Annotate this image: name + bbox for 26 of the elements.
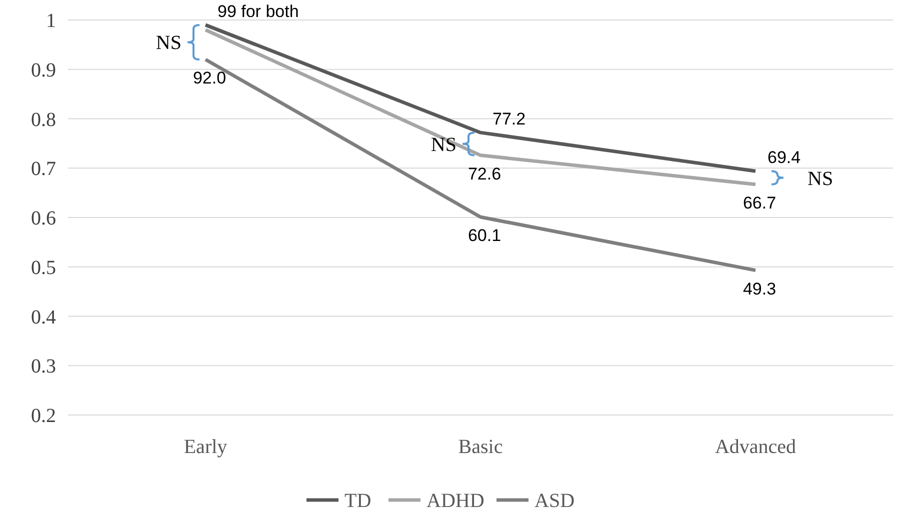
annotation: NS: [808, 168, 834, 190]
y-tick-label: 0.3: [31, 356, 56, 378]
y-tick-label: 1: [46, 10, 56, 32]
annotation: NS: [430, 134, 456, 156]
x-tick-label: Basic: [458, 436, 503, 458]
annotation: 92.0: [192, 68, 226, 88]
y-tick-label: 0.2: [31, 405, 56, 427]
annotation: 99 for both: [218, 2, 299, 21]
annotation: 77.2: [492, 110, 526, 129]
annotation: 60.1: [468, 226, 502, 246]
annotation: 49.3: [742, 279, 776, 298]
y-tick-label: 0.7: [31, 158, 56, 180]
annotation: NS: [156, 32, 182, 54]
x-tick-label: Early: [184, 436, 228, 458]
y-tick-label: 0.4: [31, 306, 56, 328]
y-tick-label: 0.9: [31, 59, 56, 82]
y-tick-label: 0.6: [31, 208, 56, 230]
y-tick-label: 0.5: [31, 256, 56, 279]
legend-label: ASD: [534, 490, 575, 512]
y-tick-label: 0.8: [31, 108, 56, 131]
legend-label: ADHD: [426, 490, 484, 512]
annotation: 69.4: [768, 148, 801, 168]
annotation: 72.6: [468, 164, 502, 184]
annotation: 66.7: [742, 193, 776, 212]
legend-label: TD: [344, 490, 372, 512]
x-tick-label: Advanced: [714, 436, 796, 458]
